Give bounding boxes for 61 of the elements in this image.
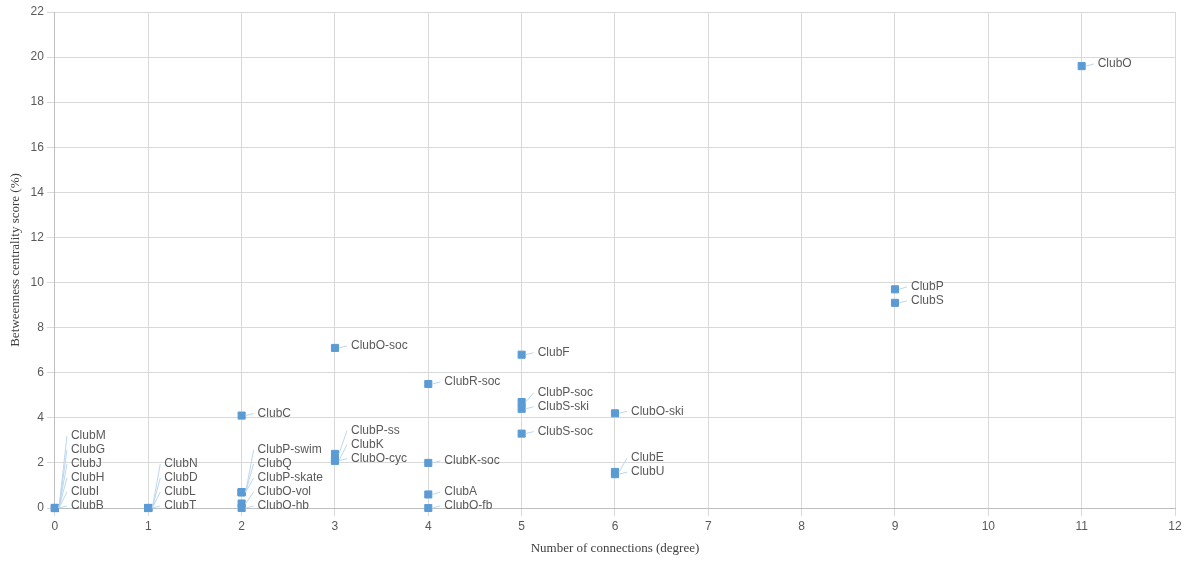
annotation: ClubB bbox=[70, 498, 104, 513]
annotation: ClubE bbox=[630, 450, 664, 465]
annotation: ClubS-ski bbox=[537, 399, 589, 414]
annotation: ClubQ bbox=[257, 456, 292, 471]
x-axis-title: Number of connections (degree) bbox=[530, 539, 700, 555]
y-tick-label: 4 bbox=[37, 410, 45, 425]
annotation: ClubP-ss bbox=[350, 422, 400, 437]
annotation: ClubO-vol bbox=[257, 484, 311, 499]
x-tick-label: 1 bbox=[144, 518, 152, 533]
annotation: ClubS-soc bbox=[537, 423, 593, 438]
annotation: ClubR-soc bbox=[444, 374, 501, 389]
x-tick-label: 10 bbox=[981, 518, 996, 533]
x-tick-label: 2 bbox=[238, 518, 246, 533]
annotation: ClubA bbox=[444, 484, 477, 499]
annotation: ClubC bbox=[257, 405, 292, 420]
annotation: ClubO-ski bbox=[630, 403, 684, 418]
y-tick-label: 16 bbox=[30, 139, 45, 154]
annotation: ClubO bbox=[1097, 56, 1132, 71]
y-tick-label: 14 bbox=[30, 184, 45, 199]
x-tick-label: 3 bbox=[331, 518, 339, 533]
annotation: ClubN bbox=[164, 456, 198, 471]
y-tick-label: 6 bbox=[37, 365, 45, 380]
annotation: ClubF bbox=[537, 345, 570, 359]
annotation: ClubP-soc bbox=[537, 385, 593, 400]
annotation: ClubP bbox=[910, 279, 944, 294]
x-tick-label: 7 bbox=[704, 518, 712, 533]
annotation: ClubI bbox=[70, 484, 99, 499]
x-tick-label: 0 bbox=[51, 518, 59, 533]
annotation: ClubS bbox=[910, 293, 944, 308]
annotation: ClubO-fb bbox=[444, 498, 493, 513]
annotation: ClubG bbox=[70, 442, 105, 457]
annotation: ClubK bbox=[350, 436, 384, 451]
x-tick-label: 6 bbox=[611, 518, 619, 533]
annotation: ClubP-swim bbox=[257, 442, 322, 457]
y-tick-label: 0 bbox=[37, 500, 45, 515]
annotation: ClubU bbox=[630, 464, 665, 479]
x-tick-label: 11 bbox=[1075, 518, 1089, 533]
x-tick-label: 8 bbox=[798, 518, 806, 533]
annotation: ClubK-soc bbox=[444, 453, 500, 468]
y-tick-label: 12 bbox=[30, 229, 45, 244]
x-tick-label: 4 bbox=[424, 518, 432, 533]
x-tick-label: 12 bbox=[1168, 518, 1182, 533]
annotation: ClubD bbox=[164, 470, 198, 485]
annotation: ClubT bbox=[164, 498, 197, 513]
annotation: ClubO-cyc bbox=[350, 450, 407, 465]
y-tick-label: 10 bbox=[30, 274, 45, 289]
y-tick-label: 20 bbox=[30, 49, 45, 64]
x-tick-label: 9 bbox=[891, 518, 899, 533]
y-tick-label: 2 bbox=[37, 455, 45, 470]
annotation: ClubM bbox=[70, 428, 106, 443]
annotation: ClubO-hb bbox=[257, 498, 310, 513]
annotation: ClubL bbox=[164, 484, 196, 499]
y-tick-label: 8 bbox=[37, 319, 45, 334]
annotation: ClubJ bbox=[70, 456, 102, 471]
y-tick-label: 22 bbox=[30, 4, 45, 19]
y-axis-title: Betweenness centrality score (%) bbox=[7, 173, 23, 347]
annotation: ClubP-skate bbox=[257, 470, 324, 485]
y-tick-label: 18 bbox=[30, 94, 45, 109]
annotation: ClubO-soc bbox=[350, 338, 408, 353]
annotation: ClubH bbox=[70, 470, 105, 485]
x-tick-label: 5 bbox=[518, 518, 526, 533]
